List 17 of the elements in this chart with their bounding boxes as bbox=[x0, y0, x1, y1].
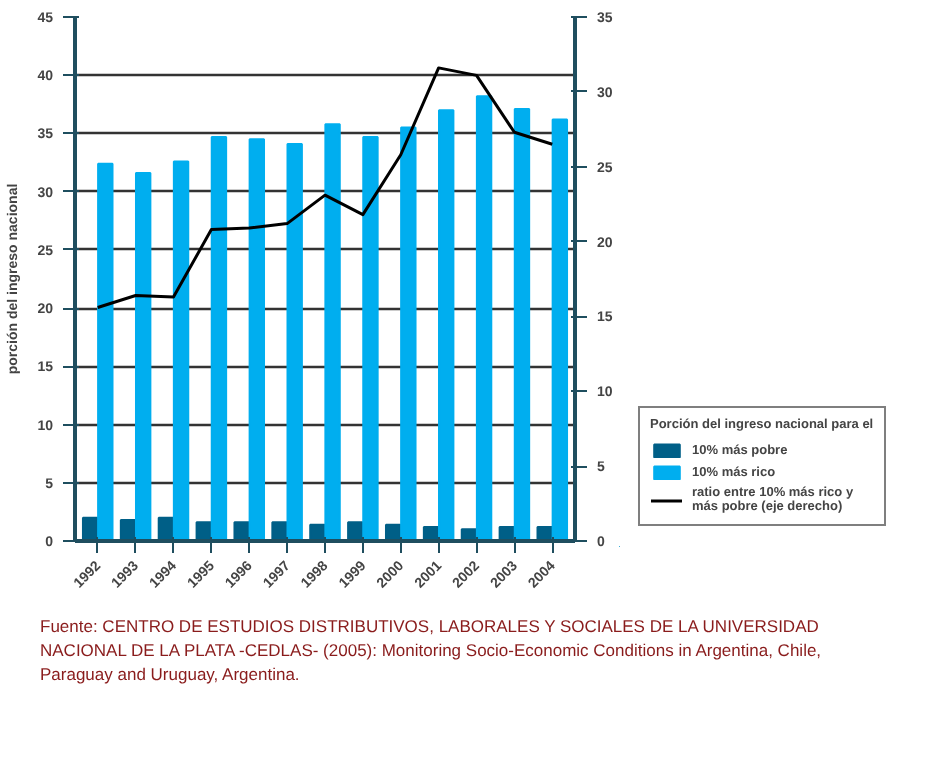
bar bbox=[475, 95, 493, 541]
bar bbox=[210, 135, 228, 541]
bar bbox=[551, 118, 569, 541]
bar bbox=[134, 172, 152, 541]
bar bbox=[324, 123, 341, 541]
bar bbox=[233, 521, 250, 541]
bar bbox=[286, 142, 303, 541]
bar bbox=[400, 126, 417, 541]
bar bbox=[248, 138, 266, 541]
source-note: Fuente: CENTRO DE ESTUDIOS DISTRIBUTIVOS, LABORALES Y SOCIALES DE LA UNIVERSIDAD NACIONAL DE LA PLATA -CEDLAS- (2005): Monitoring Socio-Economic Conditions in Argentina, Chile, Paraguay and Uruguay, Argentina. bbox=[40, 614, 824, 687]
bar bbox=[172, 160, 190, 541]
bar bbox=[97, 162, 114, 541]
bar bbox=[271, 521, 288, 541]
bar bbox=[438, 109, 455, 541]
bar bbox=[362, 135, 379, 541]
line-series bbox=[96, 66, 554, 309]
bar bbox=[513, 107, 531, 541]
